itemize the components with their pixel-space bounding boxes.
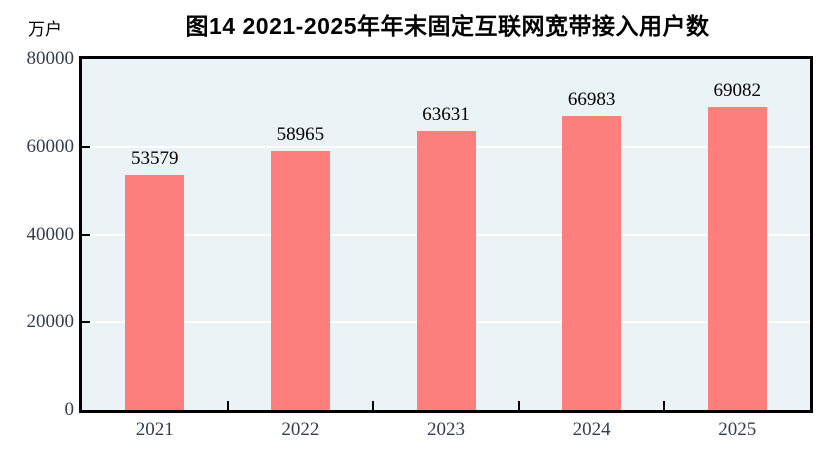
- bar-value-label: 63631: [422, 103, 470, 125]
- y-axis-unit-label: 万户: [28, 20, 62, 39]
- bar-2022: [270, 151, 330, 410]
- bar-2023: [416, 130, 476, 410]
- x-axis-tick: [226, 401, 229, 410]
- y-tick-label: 20000: [26, 311, 75, 333]
- y-tick-label: 40000: [26, 223, 75, 245]
- bar-2025: [707, 106, 767, 410]
- x-tick-label: 2022: [281, 419, 320, 440]
- x-axis-tick: [663, 401, 666, 410]
- bar-2021: [125, 174, 185, 410]
- x-tick-label: 2021: [135, 419, 174, 440]
- x-axis-tick: [372, 401, 375, 410]
- bar-value-label: 53579: [131, 147, 179, 169]
- bar-value-label: 58965: [276, 124, 325, 146]
- x-tick-label: 2025: [718, 419, 757, 440]
- x-tick-label: 2024: [572, 419, 611, 440]
- plot-area: 53579 58965 63631 66983 69082: [79, 56, 813, 413]
- x-tick-label: 2023: [427, 419, 465, 440]
- x-axis-tick: [517, 401, 520, 410]
- y-axis-tick: [82, 233, 90, 236]
- y-axis-tick: [82, 145, 90, 148]
- bar-value-label: 66983: [567, 89, 616, 111]
- y-tick-label: 80000: [26, 48, 75, 69]
- y-axis-tick: [82, 321, 90, 324]
- bar-value-label: 69082: [713, 79, 761, 101]
- y-tick-label: 60000: [26, 135, 75, 157]
- chart-title: 图14 2021-2025年年末固定互联网宽带接入用户数: [185, 13, 710, 39]
- y-tick-label: 0: [64, 399, 75, 420]
- bar-2024: [562, 116, 622, 410]
